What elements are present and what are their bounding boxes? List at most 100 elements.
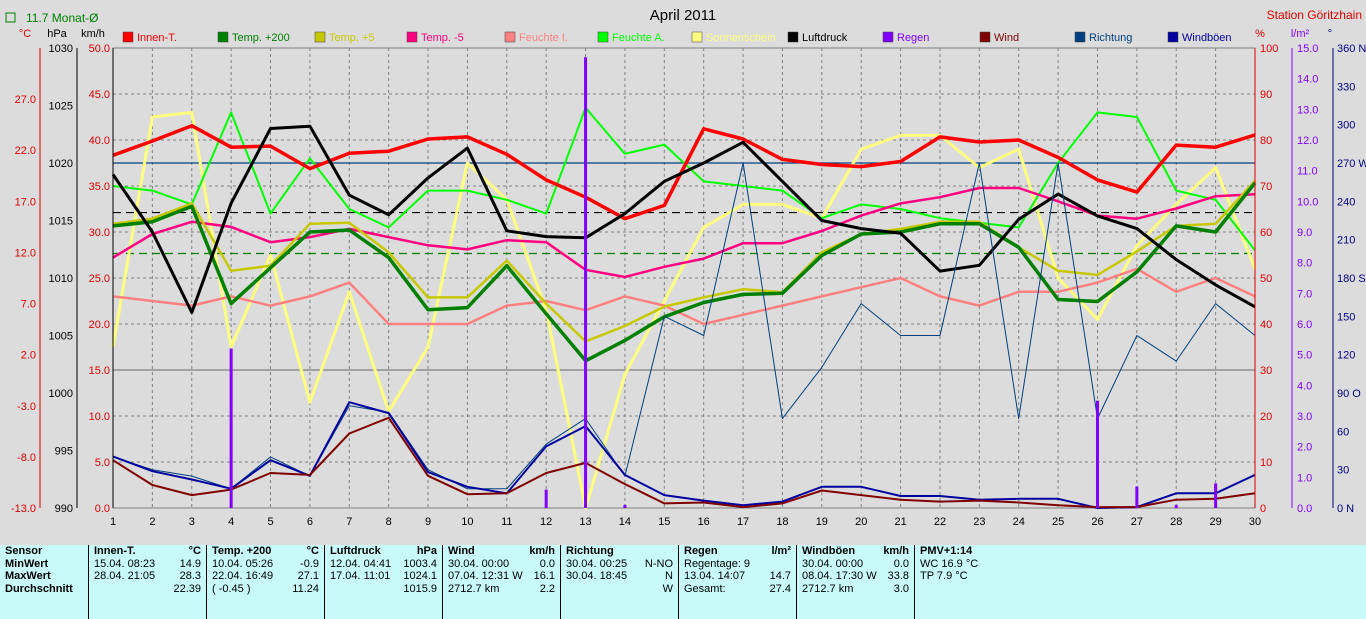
temp-unit-label: °C bbox=[19, 28, 31, 40]
speed-tick-label: 10.0 bbox=[89, 411, 110, 423]
speed-tick-label: 30.0 bbox=[89, 227, 110, 239]
rain-tick-label: 9.0 bbox=[1297, 227, 1312, 239]
stats-column-title: Temp. +200 bbox=[212, 545, 272, 557]
stats-column-title: Richtung bbox=[566, 545, 614, 557]
rain-tick-label: 12.0 bbox=[1297, 135, 1318, 147]
x-tick-label-6: 6 bbox=[307, 516, 313, 528]
stats-column: Wind km/h 30.04. 00:00 0.0 07.04. 12:31 W 16.… bbox=[442, 545, 560, 619]
stats-cell-value: 14.7 bbox=[769, 570, 791, 582]
temp-tick-label: -8.0 bbox=[17, 452, 36, 464]
legend-swatch-feuchte-i bbox=[504, 31, 516, 43]
rain-tick-label: 6.0 bbox=[1297, 319, 1312, 331]
stats-cell-label: 12.04. 04:41 bbox=[330, 557, 392, 570]
legend-label-feuchte-i: Feuchte I. bbox=[519, 32, 568, 44]
temp-tick-label: 27.0 bbox=[15, 94, 36, 106]
rain-bar-day-4 bbox=[229, 348, 233, 508]
temp-tick-label: 12.0 bbox=[15, 247, 36, 259]
x-tick-label-2: 2 bbox=[149, 516, 155, 528]
stats-cell-label: 13.04. 14:07 bbox=[684, 570, 746, 582]
stats-panel: Sensor MinWert MaxWert Durchschnitt Inne… bbox=[0, 545, 1366, 619]
x-tick-label-8: 8 bbox=[386, 516, 392, 528]
station-label: Station Göritzhain bbox=[1267, 8, 1362, 22]
temp-tick-label: -13.0 bbox=[11, 503, 36, 515]
legend-swatch-richtung bbox=[1074, 31, 1086, 43]
x-tick-label-22: 22 bbox=[934, 516, 946, 528]
stats-column-unit: hPa bbox=[416, 545, 437, 557]
x-tick-label-21: 21 bbox=[894, 516, 906, 528]
dir-tick-label: 0 N bbox=[1337, 503, 1354, 515]
pct-unit-label: % bbox=[1255, 28, 1265, 40]
x-tick-label-29: 29 bbox=[1209, 516, 1221, 528]
series-windb-en bbox=[112, 401, 1256, 509]
stats-cell-label: 07.04. 12:31 W bbox=[448, 570, 523, 582]
stats-column-title: Luftdruck bbox=[330, 545, 381, 557]
stats-cell-label: WC 16.9 °C bbox=[920, 557, 979, 570]
speed-tick-label: 15.0 bbox=[89, 365, 110, 377]
dir-tick-label: 240 bbox=[1337, 196, 1355, 208]
stats-column: Richtung 30.04. 00:25 N-NO 30.04. 18:45 N W bbox=[560, 545, 678, 619]
stats-cell-label: 08.04. 17:30 W bbox=[802, 570, 877, 582]
stats-cell-label: 22.04. 16:49 bbox=[212, 570, 274, 582]
rain-tick-label: 13.0 bbox=[1297, 104, 1318, 116]
stats-cell-value: 1003.4 bbox=[403, 557, 437, 570]
stats-column-title: Windböen bbox=[802, 545, 856, 557]
stats-cell-value: 3.0 bbox=[893, 582, 909, 595]
stats-cell-value: 14.9 bbox=[179, 557, 201, 570]
press-tick-label: 990 bbox=[55, 503, 73, 515]
stats-cell-value: 0.0 bbox=[893, 557, 909, 570]
rain-bar-day-12 bbox=[544, 489, 548, 508]
stats-column-unit: km/h bbox=[883, 545, 909, 557]
speed-unit-label: km/h bbox=[81, 28, 105, 40]
press-tick-label: 1005 bbox=[49, 331, 73, 343]
stats-cell-value: 28.3 bbox=[179, 570, 201, 582]
dir-tick-label: 30 bbox=[1337, 465, 1349, 477]
dir-tick-label: 150 bbox=[1337, 311, 1355, 323]
x-tick-label-12: 12 bbox=[540, 516, 552, 528]
axes-layer: 27.022.017.012.07.02.0-3.0-8.0-13.010301… bbox=[11, 43, 1366, 528]
rain-tick-label: 2.0 bbox=[1297, 442, 1312, 454]
x-tick-label-13: 13 bbox=[579, 516, 591, 528]
stats-column-unit: km/h bbox=[529, 545, 555, 557]
legend-label-temp-5: Temp. +5 bbox=[329, 32, 375, 44]
pct-tick-label: 20 bbox=[1260, 411, 1272, 423]
row-label-min: MinWert bbox=[5, 557, 49, 570]
stats-column: Windböen km/h 30.04. 00:00 0.0 08.04. 17:30 … bbox=[796, 545, 914, 619]
x-tick-label-30: 30 bbox=[1249, 516, 1261, 528]
legend-swatch-windb-en bbox=[1167, 31, 1179, 43]
press-tick-label: 1025 bbox=[49, 101, 73, 113]
x-tick-label-9: 9 bbox=[425, 516, 431, 528]
stats-cell-value: N-NO bbox=[644, 557, 673, 570]
x-tick-label-3: 3 bbox=[189, 516, 195, 528]
x-tick-label-24: 24 bbox=[1013, 516, 1025, 528]
x-tick-label-15: 15 bbox=[658, 516, 670, 528]
press-unit-label: hPa bbox=[47, 28, 67, 40]
pct-tick-label: 70 bbox=[1260, 181, 1272, 193]
rain-tick-label: 5.0 bbox=[1297, 350, 1312, 362]
dir-tick-label: 270 W bbox=[1337, 158, 1366, 170]
x-tick-label-5: 5 bbox=[267, 516, 273, 528]
grid bbox=[112, 47, 1256, 509]
stats-row-labels: Sensor MinWert MaxWert Durchschnitt bbox=[0, 545, 88, 619]
series-layer bbox=[111, 106, 1257, 510]
x-tick-label-20: 20 bbox=[855, 516, 867, 528]
series-temp-200 bbox=[112, 181, 1257, 363]
stats-cell-value: -0.9 bbox=[300, 557, 319, 570]
stats-cell-value: 16.1 bbox=[533, 570, 555, 582]
stats-cell-value: W bbox=[662, 582, 673, 595]
legend-swatch-luftdruck bbox=[787, 31, 799, 43]
chart-title: April 2011 bbox=[650, 7, 716, 24]
dir-tick-label: 330 bbox=[1337, 81, 1355, 93]
stats-column: Temp. +200 °C 10.04. 05:26 -0.9 22.04. 16:49… bbox=[206, 545, 324, 619]
stats-cell-label: ( -0.45 ) bbox=[212, 582, 251, 595]
legend-label-wind: Wind bbox=[994, 32, 1019, 44]
rain-tick-label: 1.0 bbox=[1297, 472, 1312, 484]
press-tick-label: 1020 bbox=[49, 158, 73, 170]
legend-label-regen: Regen bbox=[897, 32, 929, 44]
stats-cell-label: 10.04. 05:26 bbox=[212, 557, 274, 570]
dir-tick-label: 60 bbox=[1337, 426, 1349, 438]
speed-tick-label: 40.0 bbox=[89, 135, 110, 147]
stats-column: PMV+1:14 WC 16.9 °C TP 7.9 °C bbox=[914, 545, 1366, 619]
stats-cell-label: 2712.7 km bbox=[802, 582, 854, 595]
dir-tick-label: 180 S bbox=[1337, 273, 1366, 285]
x-tick-label-26: 26 bbox=[1091, 516, 1103, 528]
